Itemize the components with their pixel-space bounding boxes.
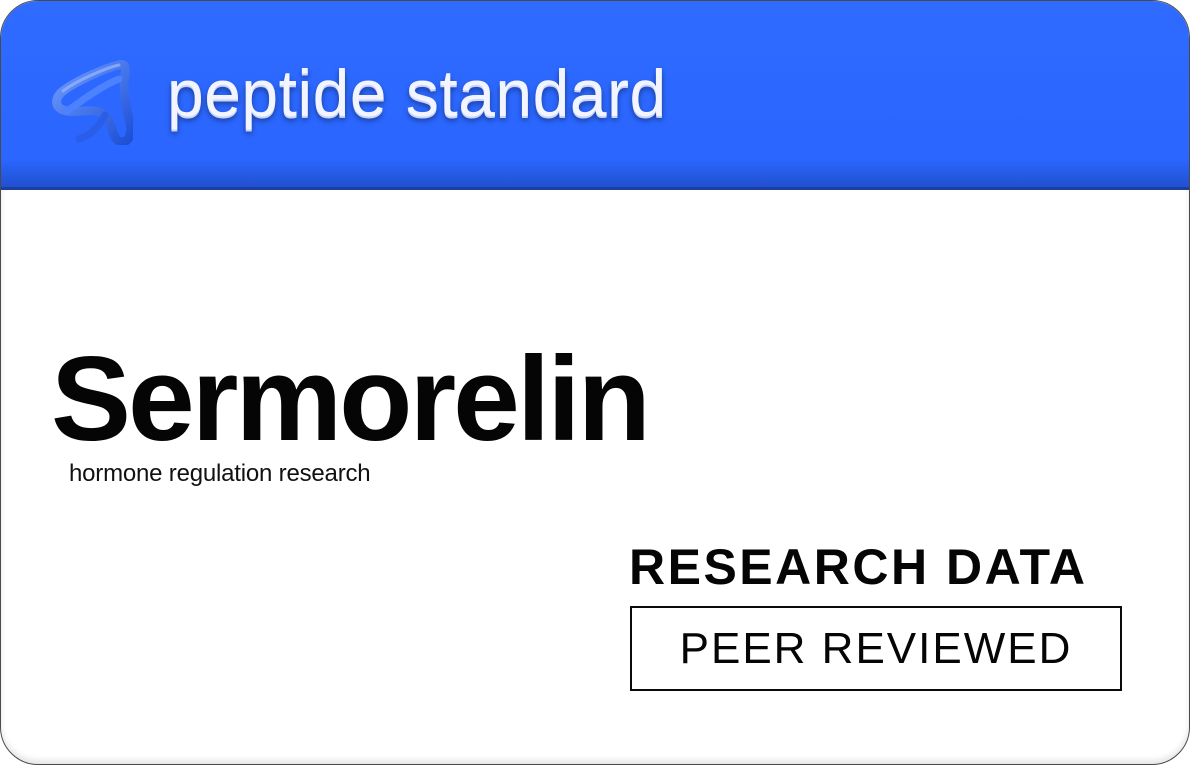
product-name: Sermorelin — [51, 332, 651, 466]
triangular-knot-icon — [52, 60, 133, 145]
research-data-heading: RESEARCH DATA — [629, 539, 1088, 595]
brand-name: peptide standard — [167, 56, 667, 130]
brand-header: peptide standard — [1, 1, 1189, 190]
product-subtitle: hormone regulation research — [69, 460, 371, 487]
peer-reviewed-badge: PEER REVIEWED — [630, 606, 1122, 691]
peer-reviewed-label: PEER REVIEWED — [679, 623, 1073, 673]
